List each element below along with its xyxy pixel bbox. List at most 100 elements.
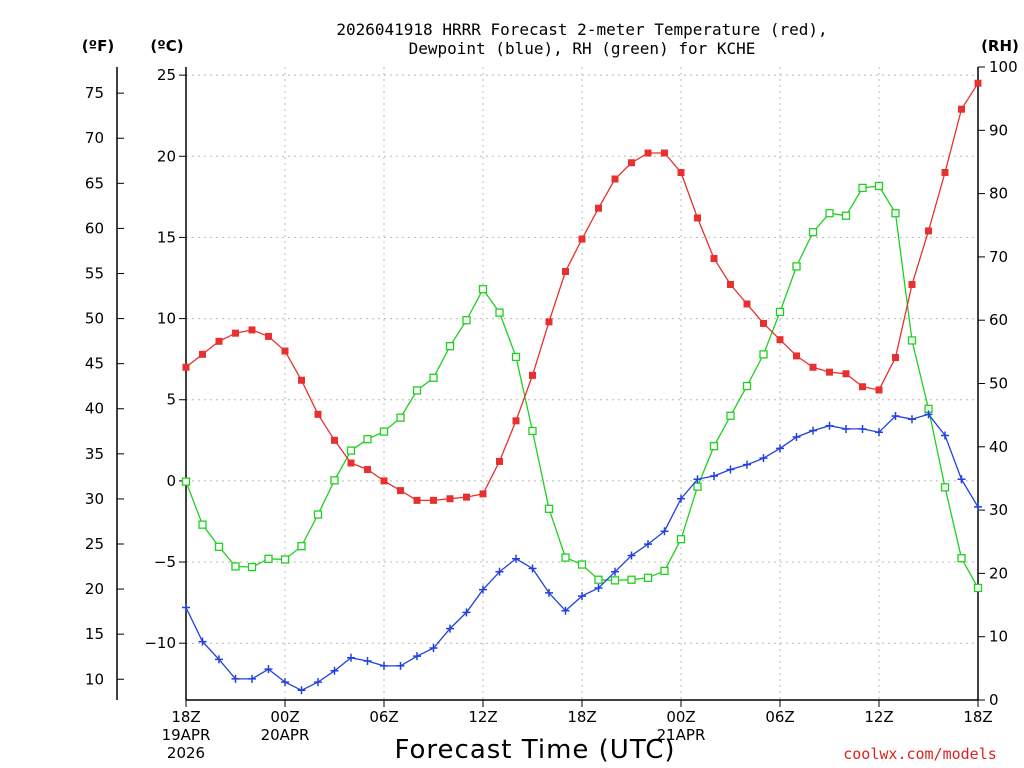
data-point: [512, 417, 520, 425]
fahrenheit-tick-label: 45: [85, 355, 104, 373]
data-point: [215, 655, 223, 664]
data-point: [429, 373, 438, 382]
celsius-tick-label: 0: [166, 472, 176, 490]
data-point: [726, 411, 735, 420]
data-point: [412, 386, 422, 395]
data-point: [397, 487, 404, 495]
data-point: [199, 350, 206, 358]
data-point: [264, 665, 273, 674]
data-point: [463, 493, 470, 501]
data-point: [264, 554, 273, 563]
data-point: [958, 105, 965, 113]
data-point: [907, 336, 917, 345]
fahrenheit-tick-label: 40: [85, 400, 104, 418]
celsius-unit-label: (ºC): [150, 37, 183, 55]
fahrenheit-unit-label: (ºF): [82, 37, 114, 55]
data-point: [528, 564, 537, 573]
rh-tick-label: 70: [989, 248, 1008, 266]
celsius-tick-label: 15: [157, 228, 176, 246]
data-point: [330, 476, 339, 485]
data-point: [479, 490, 487, 498]
data-point: [759, 454, 768, 463]
fahrenheit-tick-label: 55: [85, 264, 104, 282]
data-point: [858, 424, 867, 433]
credit-label: coolwx.com/models: [843, 745, 997, 763]
series-line: [185, 413, 979, 692]
data-point: [562, 268, 569, 276]
series-rh: [181, 181, 983, 593]
rh-tick-label: 90: [989, 121, 1008, 139]
data-point: [676, 535, 686, 544]
data-point: [314, 678, 322, 687]
data-point: [429, 644, 438, 653]
data-point: [924, 410, 933, 419]
data-point: [891, 411, 900, 420]
series-2-meter-temperature: [182, 79, 982, 504]
data-point: [808, 228, 818, 237]
data-point: [248, 674, 256, 683]
data-point: [594, 575, 603, 584]
fahrenheit-tick-label: 30: [85, 490, 104, 508]
data-point: [496, 457, 503, 465]
data-point: [974, 502, 982, 511]
data-point: [281, 347, 289, 355]
data-point: [561, 553, 570, 562]
data-point: [578, 235, 586, 243]
data-point: [759, 350, 768, 359]
data-point: [792, 262, 801, 271]
data-point: [693, 475, 702, 484]
data-point: [627, 551, 636, 560]
data-point: [660, 527, 669, 536]
rh-tick-label: 20: [989, 564, 1008, 582]
data-point: [313, 510, 323, 519]
fahrenheit-tick-label: 70: [85, 129, 104, 147]
rh-tick-label: 40: [989, 438, 1008, 456]
data-point: [545, 318, 553, 326]
data-point: [561, 606, 570, 615]
data-point: [265, 332, 272, 340]
data-point: [973, 583, 983, 593]
data-point: [511, 352, 521, 362]
data-point: [495, 308, 504, 317]
data-point: [462, 608, 471, 617]
data-point: [694, 214, 701, 222]
data-point: [858, 183, 867, 193]
axes: 2520151050−5−107570656055504540353025201…: [85, 58, 1018, 709]
chart-title-line-1: 2026041918 HRRR Forecast 2-meter Tempera…: [336, 20, 827, 39]
data-point: [809, 363, 817, 371]
data-point: [677, 169, 685, 176]
celsius-tick-label: 20: [157, 147, 176, 165]
data-point: [908, 415, 916, 424]
data-point: [545, 588, 553, 597]
data-point: [478, 285, 488, 294]
series-dewpoint: [182, 410, 982, 695]
data-point: [842, 424, 850, 433]
data-point: [793, 352, 800, 360]
data-point: [578, 592, 586, 601]
data-point: [677, 494, 685, 503]
data-point: [710, 255, 718, 263]
rh-tick-label: 80: [989, 185, 1008, 203]
data-point: [841, 211, 851, 220]
x-tick-label: 18Z: [171, 708, 200, 726]
fahrenheit-tick-label: 65: [85, 174, 104, 192]
data-point: [528, 426, 537, 436]
data-point: [396, 413, 405, 422]
celsius-tick-label: −10: [144, 634, 176, 652]
fahrenheit-tick-label: 50: [85, 310, 104, 328]
data-point: [181, 477, 191, 486]
data-point: [529, 371, 536, 379]
data-point: [446, 624, 454, 633]
x-tick-label: 19APR: [162, 726, 211, 744]
data-point: [215, 337, 223, 345]
x-tick-label: 21APR: [657, 726, 706, 744]
data-point: [298, 376, 305, 384]
celsius-tick-label: 5: [166, 391, 176, 409]
data-point: [743, 460, 751, 469]
data-point: [957, 554, 966, 563]
data-point: [875, 428, 883, 437]
data-point: [875, 386, 883, 394]
x-axis-label: Forecast Time (UTC): [394, 735, 675, 765]
data-point: [577, 560, 587, 569]
data-point: [742, 381, 752, 391]
